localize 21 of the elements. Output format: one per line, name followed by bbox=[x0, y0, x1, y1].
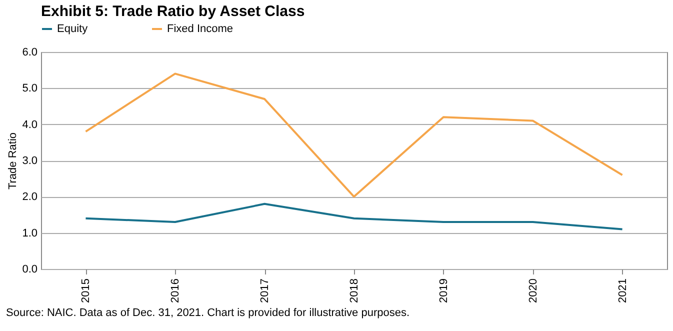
legend-label: Equity bbox=[57, 23, 88, 35]
y-tick-label: 5.0 bbox=[22, 82, 38, 95]
y-axis-title: Trade Ratio bbox=[7, 132, 20, 190]
line-series bbox=[84, 202, 624, 230]
y-tick-label: 1.0 bbox=[22, 227, 38, 240]
y-tick-label: 3.0 bbox=[22, 155, 38, 167]
x-tick-label: 2016 bbox=[170, 278, 182, 303]
chart-title: Exhibit 5: Trade Ratio by Asset Class bbox=[41, 3, 305, 20]
y-tick-label: 6.0 bbox=[22, 46, 38, 58]
x-tick-label: 2015 bbox=[80, 278, 92, 303]
y-tick-label: 4.0 bbox=[22, 118, 38, 131]
legend-label: Fixed Income bbox=[167, 23, 234, 35]
x-tick-label: 2018 bbox=[348, 278, 360, 303]
source-note: Source: NAIC. Data as of Dec. 31, 2021. Chart is provided for illustrative purposes. bbox=[5, 306, 411, 319]
x-tick-label: 2019 bbox=[438, 278, 450, 303]
y-tick-label: 2.0 bbox=[22, 191, 38, 204]
y-tick-label: 0.0 bbox=[22, 264, 38, 276]
line-series bbox=[84, 72, 624, 198]
x-tick-label: 2020 bbox=[527, 278, 540, 303]
x-tick-label: 2021 bbox=[616, 278, 629, 303]
x-tick-label: 2017 bbox=[259, 278, 272, 303]
